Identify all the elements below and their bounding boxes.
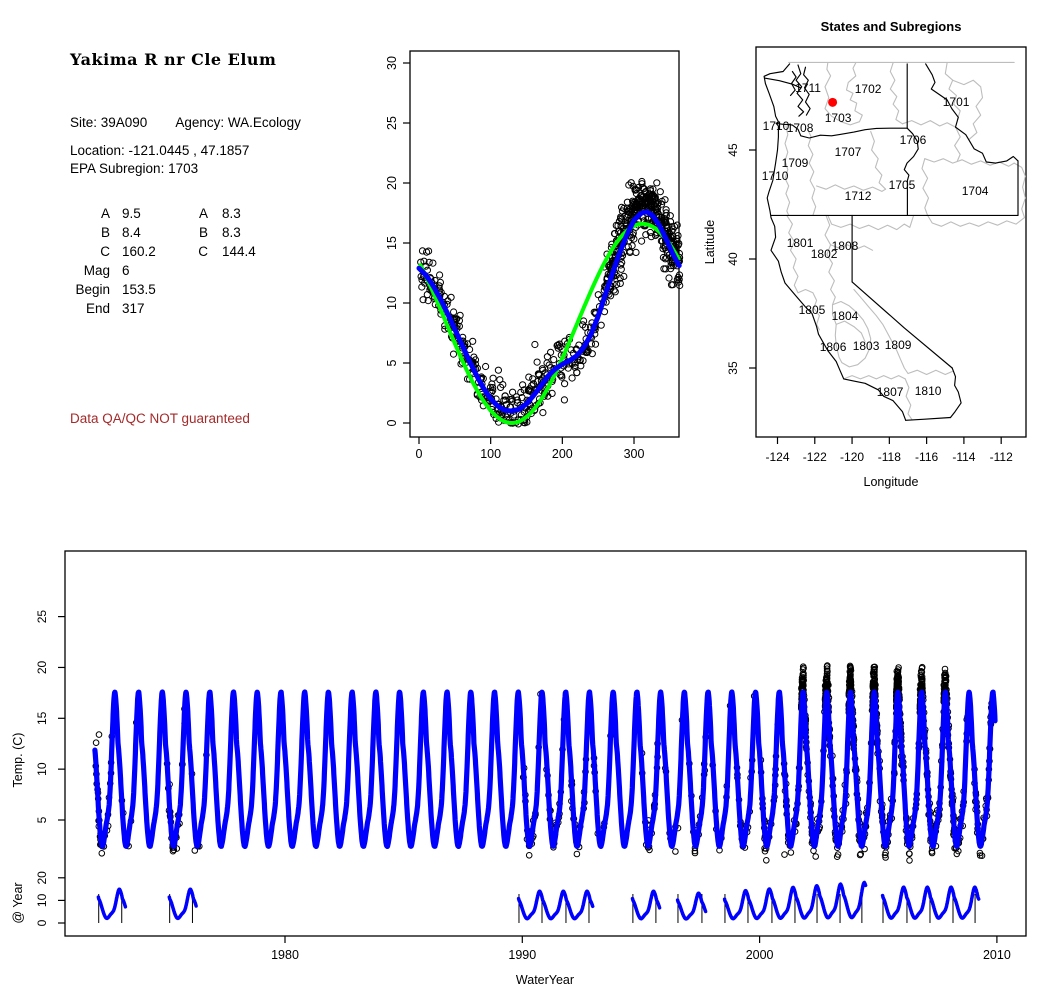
svg-text:2010: 2010 [983, 948, 1011, 962]
svg-text:1806: 1806 [820, 340, 847, 354]
svg-text:1980: 1980 [271, 948, 299, 962]
param-row: C 160.2 C 144.4 [100, 244, 256, 259]
svg-text:1701: 1701 [943, 95, 970, 109]
param-row: Mag 6 [83, 263, 130, 278]
svg-text:1990: 1990 [508, 948, 536, 962]
subregion-map: States and Subregions -124 -122 -120 -118 -11… [703, 19, 1027, 489]
svg-text:10: 10 [35, 762, 49, 776]
param-row: B 8.4 B 8.3 [100, 225, 241, 240]
svg-text:-114: -114 [952, 450, 975, 464]
svg-text:5: 5 [35, 816, 49, 823]
svg-text:15: 15 [35, 711, 49, 725]
timeseries-plot: 1980 1990 2000 2010 5 10 15 20 25 0 10 20 WaterYear T… [11, 550, 1027, 987]
svg-text:Temp. (C): Temp. (C) [11, 733, 25, 788]
svg-text:100: 100 [480, 447, 501, 461]
svg-text:1706: 1706 [900, 133, 927, 147]
svg-text:-122: -122 [803, 450, 827, 464]
svg-text:25: 25 [35, 610, 49, 624]
svg-text:45: 45 [726, 143, 740, 157]
svg-text:1802: 1802 [811, 247, 838, 261]
svg-text:20: 20 [35, 871, 49, 885]
svg-text:2000: 2000 [746, 948, 774, 962]
site-agency-line: Site: 39A090 Agency: WA.Ecology [70, 115, 301, 130]
svg-text:1708: 1708 [787, 121, 814, 135]
svg-text:Longitude: Longitude [864, 475, 919, 489]
svg-text:1703: 1703 [825, 111, 852, 125]
qaqc-warning: Data QA/QC NOT guaranteed [70, 411, 250, 426]
svg-text:1702: 1702 [855, 82, 882, 96]
fit-params-table: A 9.5 A 8.3 B 8.4 B 8.3 C 160.2 C 144.4 Mag 6 Begi… [70, 204, 256, 318]
svg-text:0: 0 [35, 919, 49, 926]
svg-text:-112: -112 [990, 450, 1013, 464]
svg-text:10: 10 [35, 893, 49, 907]
svg-text:States and Subregions: States and Subregions [821, 19, 962, 34]
svg-text:1711: 1711 [795, 81, 821, 95]
svg-text:25: 25 [385, 116, 399, 130]
seasonal-pattern-plot: 0 100 200 300 0 5 10 15 20 25 30 [385, 50, 684, 461]
svg-text:1709: 1709 [782, 156, 809, 170]
svg-text:15: 15 [385, 236, 399, 250]
svg-text:0: 0 [385, 419, 399, 426]
svg-text:1805: 1805 [799, 303, 826, 317]
svg-text:-118: -118 [878, 450, 901, 464]
svg-text:1808: 1808 [832, 239, 859, 253]
svg-text:1803: 1803 [853, 339, 880, 353]
svg-text:1710: 1710 [762, 169, 789, 183]
svg-text:20: 20 [35, 660, 49, 674]
location-line: Location: -121.0445 , 47.1857 [70, 143, 250, 158]
svg-text:1801: 1801 [787, 236, 814, 250]
param-row: End 317 [85, 301, 145, 316]
svg-text:-124: -124 [765, 450, 789, 464]
param-row: Begin 153.5 [75, 282, 156, 297]
site-title: Yakima R nr Cle Elum [70, 50, 277, 69]
svg-text:1807: 1807 [877, 385, 904, 399]
svg-text:0: 0 [416, 447, 423, 461]
site-id: Site: 39A090 [70, 115, 148, 130]
svg-text:30: 30 [385, 56, 399, 70]
svg-text:35: 35 [726, 361, 740, 375]
site-location-dot [828, 97, 838, 107]
svg-text:WaterYear: WaterYear [516, 973, 574, 987]
svg-text:1810: 1810 [915, 384, 942, 398]
svg-text:40: 40 [726, 252, 740, 266]
svg-text:Latitude: Latitude [703, 220, 717, 265]
svg-text:1705: 1705 [889, 178, 916, 192]
svg-text:20: 20 [385, 176, 399, 190]
svg-text:1804: 1804 [832, 309, 859, 323]
svg-text:1707: 1707 [835, 145, 862, 159]
svg-text:10: 10 [385, 296, 399, 310]
svg-text:300: 300 [624, 447, 645, 461]
svg-text:1809: 1809 [885, 338, 912, 352]
svg-text:-120: -120 [840, 450, 864, 464]
svg-text:5: 5 [385, 359, 399, 366]
svg-text:200: 200 [552, 447, 573, 461]
svg-text:1710: 1710 [763, 119, 790, 133]
svg-text:-116: -116 [915, 450, 938, 464]
agency-name: Agency: WA.Ecology [175, 115, 301, 130]
svg-text:1712: 1712 [845, 189, 872, 203]
param-row: A 9.5 A 8.3 [100, 206, 241, 221]
svg-text:@ Year: @ Year [11, 882, 25, 923]
svg-text:1704: 1704 [962, 184, 989, 198]
epa-subregion-line: EPA Subregion: 1703 [70, 161, 199, 176]
